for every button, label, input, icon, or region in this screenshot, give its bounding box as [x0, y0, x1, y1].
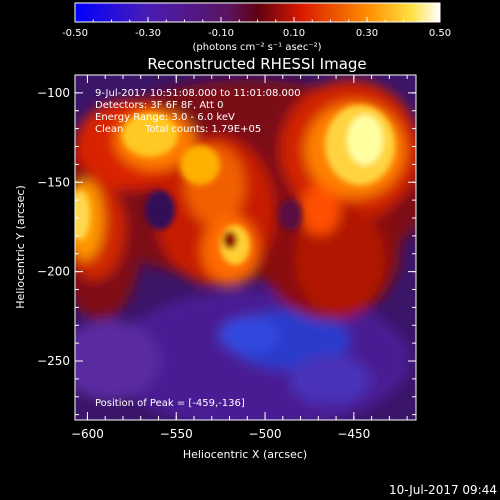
plot-title: Reconstructed RHESSI Image [147, 55, 366, 73]
time-range-text: 9-Jul-2017 10:51:08.000 to 11:01:08.000 [95, 88, 301, 99]
total-counts-text: Total counts: 1.79E+05 [144, 124, 261, 135]
x-tick-label: −600 [71, 427, 104, 441]
colorbar-tick-label: 0.30 [356, 28, 378, 39]
plot-frame [74, 74, 417, 421]
detectors-text: Detectors: 3F 6F 8F, Att 0 [95, 100, 223, 111]
y-axis-label: Heliocentric Y (arcsec) [14, 185, 27, 309]
info-block: 9-Jul-2017 10:51:08.000 to 11:01:08.000 … [95, 88, 301, 409]
y-tick-label: −200 [37, 265, 70, 279]
colorbar-gradient [74, 2, 441, 23]
x-axis-label: Heliocentric X (arcsec) [183, 448, 307, 461]
colorbar-tick-label: -0.10 [208, 28, 234, 39]
colorbar-tick-label: -0.50 [62, 28, 88, 39]
x-tick-label: −550 [160, 427, 193, 441]
colorbar-tick-label: 0.50 [429, 28, 451, 39]
y-tick-label: −150 [37, 175, 70, 189]
x-tick-label: −450 [337, 427, 370, 441]
clean-label: Clean [95, 124, 123, 135]
colorbar: -0.50 -0.30 -0.10 0.10 0.30 0.50 (photons cm⁻… [62, 2, 451, 53]
colorbar-tick-label: -0.30 [135, 28, 161, 39]
colorbar-ticks: -0.50 -0.30 -0.10 0.10 0.30 0.50 [62, 17, 451, 39]
x-axis: −600 −550 −500 −450 [71, 75, 408, 441]
rhessi-image [75, 75, 416, 420]
footer-timestamp: 10-Jul-2017 09:44 [389, 483, 497, 497]
y-tick-label: −100 [37, 86, 70, 100]
peak-position-text: Position of Peak = [-459,-136] [95, 398, 245, 409]
energy-range-text: Energy Range: 3.0 - 6.0 keV [95, 112, 235, 123]
x-tick-label: −500 [249, 427, 282, 441]
y-tick-label: −250 [37, 354, 70, 368]
colorbar-tick-label: 0.10 [283, 28, 305, 39]
y-axis: −100 −150 −200 −250 [37, 74, 416, 416]
colorbar-unit-label: (photons cm⁻² s⁻¹ asec⁻²) [192, 42, 321, 53]
